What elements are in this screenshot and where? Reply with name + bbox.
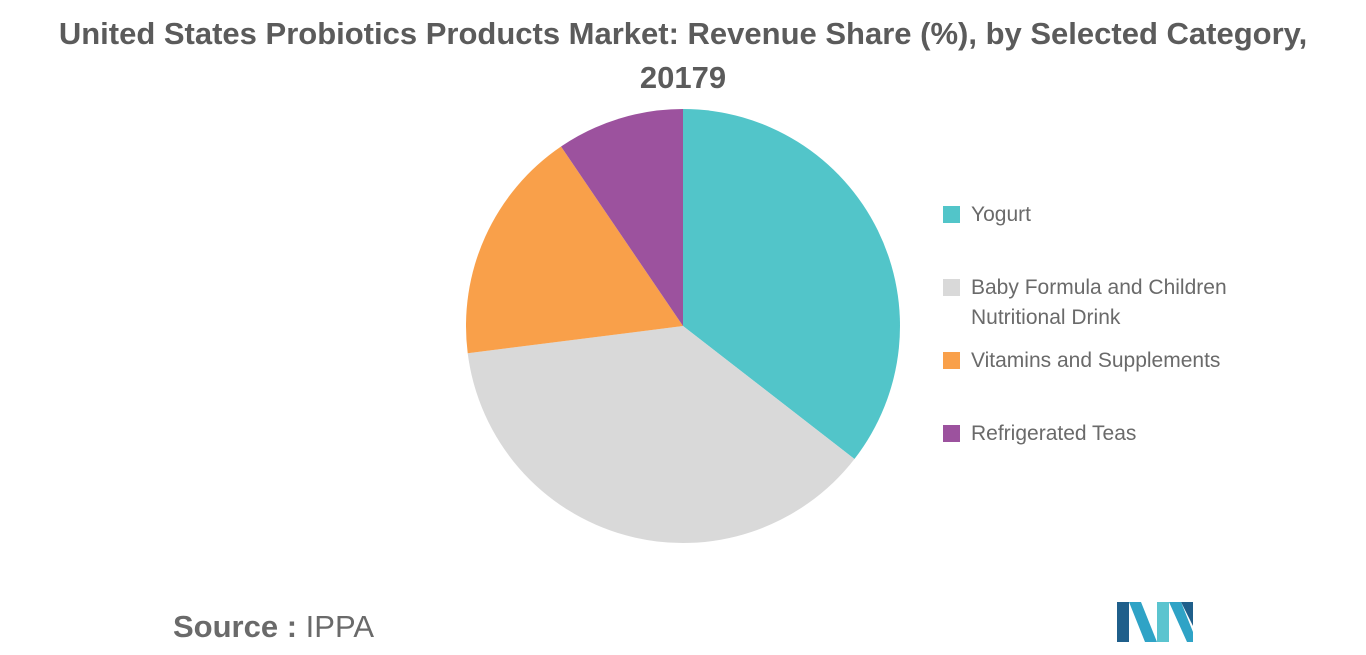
pie-slice-yogurt [683,109,900,459]
legend-swatch-yogurt [943,206,960,223]
logo-right-bar [1181,602,1193,626]
legend-label-yogurt: Yogurt [971,203,1031,226]
logo-right-diagonal [1169,602,1193,642]
legend-item-vitamins: Vitamins and Supplements [943,346,1281,376]
legend-item-refrigerated-teas: Refrigerated Teas [943,419,1281,449]
source-key: Source : [173,609,298,644]
pie-slice-refrigerated-teas [561,109,683,326]
legend-item-yogurt: Yogurt [943,200,1281,230]
pie-slice-baby-formula [467,326,855,543]
chart-title: United States Probiotics Products Market… [58,16,1308,95]
legend-label-refrigerated-teas: Refrigerated Teas [971,422,1137,445]
source-value: IPPA [305,609,374,644]
legend-swatch-vitamins [943,352,960,369]
legend-label-baby-formula: Baby Formula and Children Nutritional Dr… [971,276,1227,329]
legend-item-baby-formula: Baby Formula and Children Nutritional Dr… [943,273,1281,333]
logo-mid-bar [1157,602,1169,642]
legend-label-vitamins: Vitamins and Supplements [971,349,1221,372]
source-note: Source : IPPA [173,605,374,649]
pie-slice-vitamins [465,146,683,354]
logo-left-diagonal [1129,602,1157,642]
legend-swatch-baby-formula [943,279,960,296]
company-logo-icon [1117,602,1193,642]
legend-swatch-refrigerated-teas [943,425,960,442]
logo-left-bar [1117,602,1129,642]
